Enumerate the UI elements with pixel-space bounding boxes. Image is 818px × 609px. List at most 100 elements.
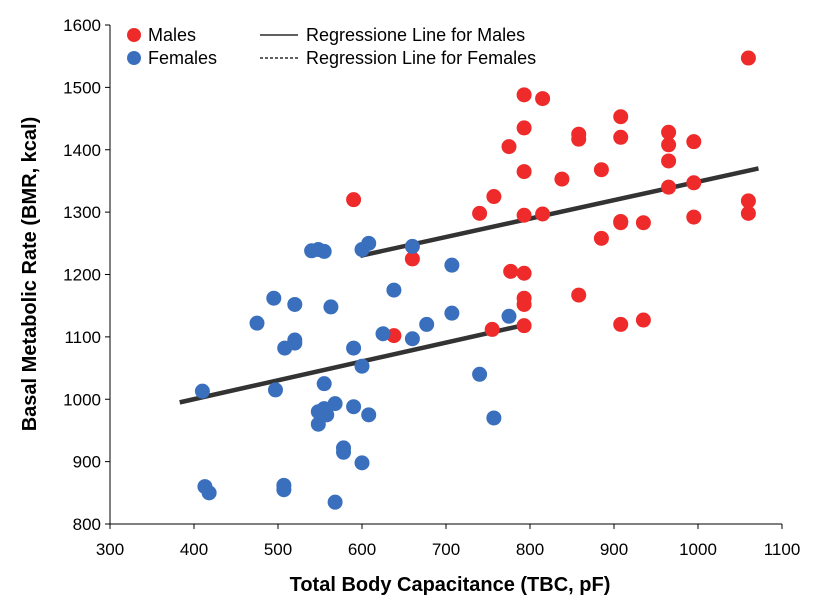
females-data-point <box>276 482 292 498</box>
regression-lines <box>179 166 759 405</box>
legend-males-line-label: Regressione Line for Males <box>306 25 525 45</box>
males-data-point <box>740 205 756 221</box>
females-data-point <box>249 315 265 331</box>
males-data-point <box>516 207 532 223</box>
males-data-point <box>740 193 756 209</box>
females-data-point <box>354 455 370 471</box>
y-tick-label: 1400 <box>63 141 101 160</box>
females-data-point <box>267 382 283 398</box>
females-data-point <box>361 235 377 251</box>
legend-females-label: Females <box>148 48 217 68</box>
males-data-point <box>516 265 532 281</box>
females-data-point <box>354 358 370 374</box>
females-data-point <box>501 308 517 324</box>
females-data-point <box>346 340 362 356</box>
males-data-point <box>571 287 587 303</box>
legend-males-label: Males <box>148 25 196 45</box>
x-tick-label: 500 <box>264 540 292 559</box>
males-data-point <box>613 109 629 125</box>
males-data-point <box>593 230 609 246</box>
females-data-point <box>323 299 339 315</box>
y-tick-label: 1500 <box>63 78 101 97</box>
males-data-point <box>661 179 677 195</box>
males-data-point <box>486 189 502 205</box>
males-data-point <box>661 153 677 169</box>
data-points <box>194 50 756 510</box>
females-data-point <box>375 326 391 342</box>
males-data-point <box>516 120 532 136</box>
males-data-point <box>535 206 551 222</box>
females-data-point <box>472 366 488 382</box>
y-tick-label: 900 <box>73 453 101 472</box>
males-data-point <box>613 129 629 145</box>
y-tick-label: 1000 <box>63 390 101 409</box>
females-data-point <box>444 257 460 273</box>
males-data-point <box>516 296 532 312</box>
legend-females-line-label: Regression Line for Females <box>306 48 536 68</box>
y-tick-label: 1600 <box>63 16 101 35</box>
x-tick-label: 1000 <box>679 540 717 559</box>
x-tick-label: 900 <box>600 540 628 559</box>
females-data-point <box>404 238 420 254</box>
females-data-point <box>201 485 217 501</box>
females-data-point <box>316 376 332 392</box>
males-data-point <box>635 312 651 328</box>
y-tick-label: 1300 <box>63 203 101 222</box>
females-data-point <box>316 243 332 259</box>
males-data-point <box>535 91 551 107</box>
legend: Males Females Regressione Line for Males… <box>127 25 536 68</box>
legend-males-marker <box>127 28 141 42</box>
males-data-point <box>501 139 517 155</box>
x-tick-label: 1100 <box>764 540 801 559</box>
plot-area <box>109 25 782 525</box>
males-data-point <box>516 318 532 334</box>
males-data-point <box>571 131 587 147</box>
y-tick-label: 1200 <box>63 266 101 285</box>
males-data-point <box>484 321 500 337</box>
females-data-point <box>287 296 303 312</box>
x-tick-label: 800 <box>516 540 544 559</box>
females-data-point <box>419 316 435 332</box>
x-tick-label: 700 <box>432 540 460 559</box>
males-data-point <box>516 87 532 103</box>
females-data-point <box>287 335 303 351</box>
females-data-point <box>444 305 460 321</box>
males-data-point <box>613 316 629 332</box>
females-regression-line <box>179 323 523 405</box>
males-data-point <box>686 209 702 225</box>
x-tick-label: 400 <box>180 540 208 559</box>
females-data-point <box>386 282 402 298</box>
males-data-point <box>661 124 677 140</box>
males-data-point <box>635 215 651 231</box>
x-axis-title: Total Body Capacitance (TBC, pF) <box>290 574 611 596</box>
females-data-point <box>361 407 377 423</box>
females-data-point <box>336 444 352 460</box>
y-axis-ticks: 800 900 1000 1100 1200 1300 1400 1500 1600 <box>63 16 110 534</box>
x-tick-label: 300 <box>96 540 124 559</box>
males-data-point <box>346 192 362 208</box>
males-data-point <box>404 251 420 267</box>
males-data-point <box>613 215 629 231</box>
y-axis-title: Basal Metabolic Rate (BMR, kcal) <box>19 117 41 432</box>
males-data-point <box>472 205 488 221</box>
males-data-point <box>661 137 677 153</box>
females-data-point <box>319 407 335 423</box>
males-data-point <box>554 171 570 187</box>
males-data-point <box>516 164 532 180</box>
males-data-point <box>686 134 702 150</box>
y-tick-label: 800 <box>73 515 101 534</box>
y-tick-label: 1100 <box>64 328 101 347</box>
legend-females-marker <box>127 51 141 65</box>
males-data-point <box>503 263 519 279</box>
females-data-point <box>327 396 343 412</box>
males-data-point <box>593 162 609 178</box>
x-tick-label: 600 <box>348 540 376 559</box>
females-data-point <box>486 410 502 426</box>
males-data-point <box>686 175 702 191</box>
females-data-point <box>346 399 362 415</box>
females-data-point <box>266 290 282 306</box>
males-data-point <box>740 50 756 66</box>
females-data-point <box>404 331 420 347</box>
x-axis-ticks: 300 400 500 600 700 800 900 1000 1100 <box>96 524 800 559</box>
